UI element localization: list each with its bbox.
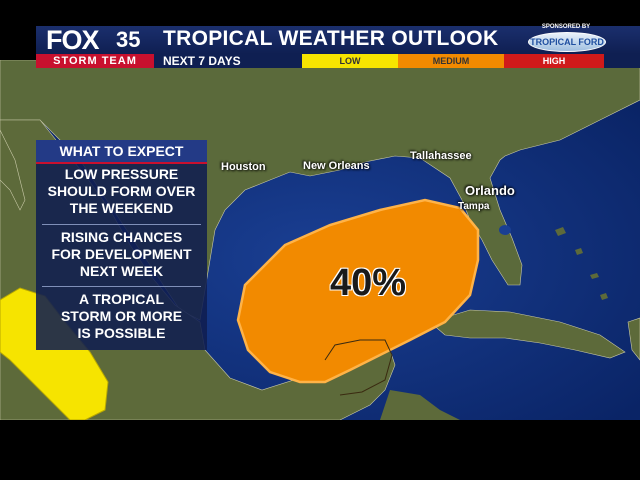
city-tallahassee: Tallahassee (410, 150, 472, 162)
lake-okeechobee (499, 225, 511, 235)
expect-item-1-line-1: LOW PRESSURE (64, 166, 179, 182)
medium-chance-area (236, 198, 480, 384)
expect-item-3-line-2: STORM OR MORE (60, 308, 183, 324)
legend-high: HIGH (504, 54, 604, 68)
expect-panel: WHAT TO EXPECT LOW PRESSURE SHOULD FORM … (36, 140, 207, 350)
expect-item-1-line-3: THE WEEKEND (69, 200, 174, 216)
legend-low: LOW (302, 54, 398, 68)
city-houston: Houston (221, 161, 266, 173)
sponsor-name: TROPICAL FORD (530, 37, 604, 47)
legend-medium: MEDIUM (398, 54, 504, 68)
subtitle: NEXT 7 DAYS (163, 54, 241, 68)
channel-number: 35 (116, 27, 141, 52)
land-central-america (380, 390, 460, 420)
network-name: FOX (46, 25, 100, 55)
city-tampa: Tampa (458, 201, 490, 212)
city-new-orleans: New Orleans (303, 160, 370, 172)
land-cuba (429, 309, 626, 359)
yucatan-outline (324, 339, 393, 396)
expect-item-1: LOW PRESSURE SHOULD FORM OVER THE WEEKEN… (36, 166, 207, 217)
land-bahamas (555, 227, 608, 300)
expect-item-3: A TROPICAL STORM OR MORE IS POSSIBLE (36, 291, 207, 342)
expect-item-1-line-2: SHOULD FORM OVER (47, 183, 196, 199)
storm-team-label: STORM TEAM (36, 54, 154, 68)
sponsor-badge: TROPICAL FORD (528, 32, 606, 52)
sponsor-label: SPONSORED BY (541, 24, 591, 30)
sponsor-logo: SPONSORED BY TROPICAL FORD (524, 24, 608, 52)
expect-item-2: RISING CHANCES FOR DEVELOPMENT NEXT WEEK (36, 229, 207, 280)
expect-item-2-line-3: NEXT WEEK (79, 263, 164, 279)
land-baja (0, 129, 26, 211)
city-orlando: Orlando (465, 183, 515, 198)
land-hispaniola (627, 317, 640, 361)
expect-item-2-line-1: RISING CHANCES (60, 229, 183, 245)
expect-item-3-line-1: A TROPICAL (78, 291, 165, 307)
page-title: TROPICAL WEATHER OUTLOOK (163, 27, 499, 50)
expect-item-2-line-2: FOR DEVELOPMENT (51, 246, 192, 262)
panel-heading: WHAT TO EXPECT (36, 140, 207, 164)
panel-divider (42, 286, 201, 287)
station-logo: FOX 35 STORM TEAM (36, 26, 154, 68)
expect-item-3-line-3: IS POSSIBLE (77, 325, 166, 341)
panel-divider (42, 224, 201, 225)
chance-percent-label: 40% (330, 262, 407, 304)
